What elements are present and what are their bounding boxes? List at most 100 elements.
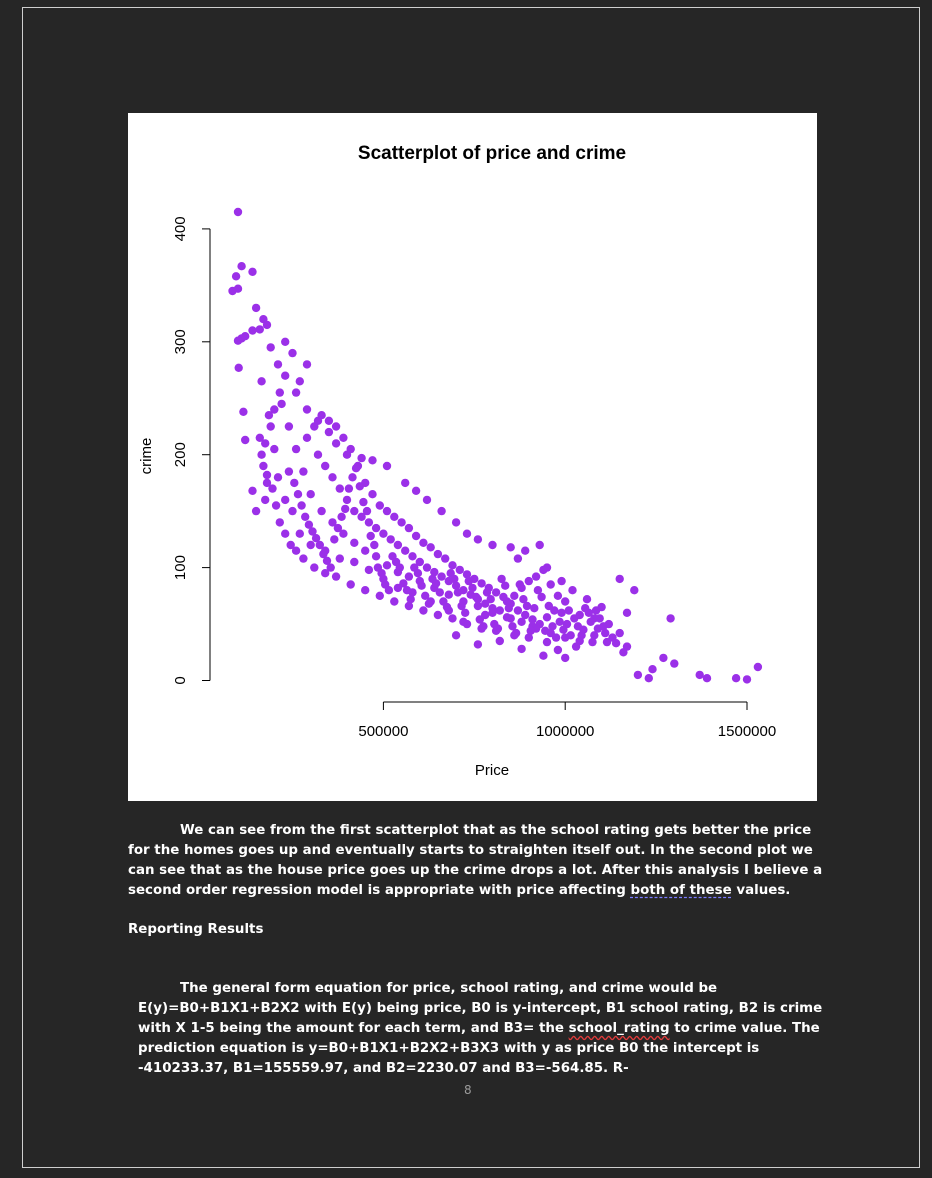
data-point	[241, 332, 250, 341]
data-point	[315, 540, 324, 550]
data-point	[753, 662, 763, 672]
data-point	[517, 644, 526, 654]
data-point	[361, 586, 370, 595]
data-point	[262, 320, 272, 330]
data-point	[304, 520, 314, 529]
data-point	[268, 484, 277, 493]
data-point	[553, 591, 563, 600]
data-point	[271, 501, 281, 510]
data-point	[411, 486, 421, 495]
data-point	[473, 535, 483, 544]
data-point	[541, 626, 550, 635]
data-point	[513, 606, 523, 615]
data-point	[561, 597, 570, 606]
grammar-underline[interactable]: both of these	[630, 883, 732, 898]
data-point	[453, 588, 463, 597]
data-point	[433, 610, 443, 620]
data-point	[393, 540, 403, 550]
data-point	[455, 565, 464, 575]
data-point	[461, 608, 470, 617]
paragraph1-text-after: values.	[731, 883, 791, 898]
data-point	[290, 478, 299, 488]
data-point	[551, 633, 561, 642]
data-point	[448, 561, 457, 570]
data-point	[404, 601, 414, 611]
data-point	[379, 529, 388, 538]
data-point	[301, 512, 310, 521]
data-point	[444, 590, 453, 599]
data-point	[491, 588, 501, 597]
data-point	[364, 518, 374, 527]
data-point	[251, 303, 261, 313]
data-point	[397, 518, 406, 527]
data-point	[259, 461, 268, 471]
data-point	[346, 580, 355, 589]
data-point	[531, 572, 541, 581]
data-point	[742, 675, 752, 684]
data-point	[291, 388, 301, 397]
data-point	[488, 540, 497, 550]
data-point	[468, 583, 477, 593]
x-tick-label: 500000	[358, 723, 408, 740]
data-point	[506, 543, 515, 552]
data-point	[357, 512, 366, 521]
data-point	[257, 450, 266, 459]
data-point	[544, 601, 553, 611]
data-point	[515, 580, 524, 589]
data-point	[273, 360, 283, 369]
data-point	[695, 670, 704, 680]
data-point	[322, 556, 332, 565]
data-point	[539, 651, 548, 660]
x-tick-label: 1500000	[718, 723, 776, 740]
data-point	[422, 495, 432, 505]
data-point	[293, 490, 303, 499]
data-point	[533, 586, 543, 595]
data-point	[281, 371, 290, 380]
data-point	[288, 506, 297, 516]
data-point	[277, 399, 286, 409]
y-tick-label: 200	[172, 442, 189, 467]
data-point	[346, 444, 355, 454]
data-point	[317, 506, 326, 516]
spelling-error-underline[interactable]: school_rating	[568, 1021, 670, 1036]
data-point	[548, 622, 557, 631]
data-point	[553, 645, 563, 655]
data-point	[564, 606, 573, 615]
data-point	[413, 569, 423, 578]
data-point	[555, 617, 564, 626]
data-point	[390, 597, 399, 606]
data-point	[482, 588, 492, 597]
data-point	[310, 563, 319, 572]
paragraph1-text-before: We can see from the first scatterplot th…	[128, 823, 823, 898]
data-point	[386, 535, 395, 544]
paragraph2-text-before: The general form equation for price, sch…	[138, 981, 823, 1036]
data-point	[321, 461, 330, 471]
data-point	[599, 622, 608, 631]
data-point	[273, 473, 283, 482]
y-tick-label: 100	[172, 555, 189, 580]
data-point	[611, 639, 621, 648]
data-point	[528, 615, 537, 624]
data-point	[670, 659, 679, 668]
data-point	[659, 653, 668, 663]
data-point	[370, 540, 379, 550]
page-number: 8	[464, 1083, 472, 1097]
data-point	[275, 518, 284, 527]
data-point	[328, 518, 337, 527]
data-point	[257, 377, 266, 386]
y-tick-label: 400	[172, 216, 189, 241]
data-point	[350, 506, 359, 516]
data-point	[499, 592, 508, 602]
data-point	[731, 674, 741, 683]
data-point	[302, 360, 312, 369]
data-point	[291, 444, 301, 454]
data-point	[570, 614, 579, 623]
data-point	[451, 581, 461, 590]
data-point	[415, 557, 424, 567]
data-point	[382, 561, 392, 570]
data-point	[451, 631, 461, 640]
data-point	[248, 326, 257, 335]
data-point	[331, 572, 341, 581]
data-point	[302, 405, 312, 414]
data-point	[462, 570, 472, 579]
